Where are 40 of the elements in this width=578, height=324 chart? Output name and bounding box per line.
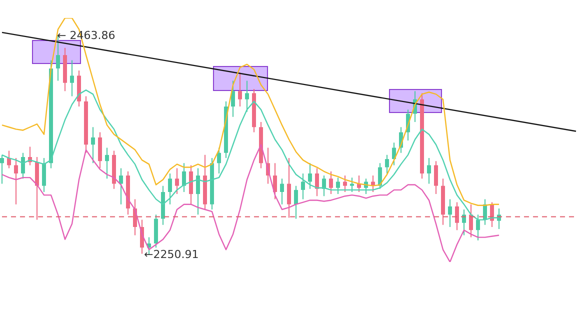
candlestick [217,147,221,174]
candlestick [434,160,438,195]
candlestick [385,154,389,174]
candlestick [301,172,305,200]
candlestick [175,168,179,195]
candlestick [343,175,347,192]
candlestick [294,185,298,220]
candlestick [14,158,18,205]
candlestick [287,158,291,218]
candlestick [42,158,46,192]
candlestick [7,150,11,169]
candlestick [427,158,431,184]
candlestick [105,147,109,180]
candlestick [35,156,39,220]
candlestick [91,126,95,164]
candlestick [98,132,102,169]
candlestick [189,164,193,205]
candlestick [448,198,452,228]
annotation: ←2250.91 [144,248,199,261]
candlestick [322,175,326,197]
candlestick [119,168,123,205]
candlestick [238,72,242,108]
candlestick [21,152,25,180]
candlestick [378,162,382,190]
candlestick [70,60,74,97]
candlestick [315,168,319,197]
candlestick [231,80,235,118]
candlestick [336,177,340,195]
candlestick [329,170,333,195]
candlestick [168,172,172,205]
candlestick [182,162,186,192]
candlestick [273,162,277,200]
candlestick [462,208,466,236]
candlestick [455,202,459,231]
candlestick [196,168,200,216]
candlestick [280,178,284,205]
candlestick [308,162,312,190]
candlestick [392,142,396,166]
candlestick [350,177,354,192]
candlestick [469,204,473,238]
